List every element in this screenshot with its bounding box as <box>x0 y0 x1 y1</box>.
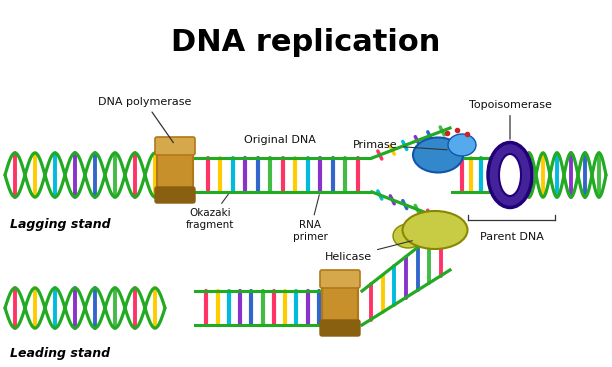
Text: DNA polymerase: DNA polymerase <box>99 97 192 143</box>
FancyBboxPatch shape <box>320 270 360 288</box>
FancyBboxPatch shape <box>157 144 193 192</box>
Ellipse shape <box>413 138 463 172</box>
Text: Primase: Primase <box>353 140 447 150</box>
FancyBboxPatch shape <box>155 137 195 155</box>
Ellipse shape <box>393 224 423 248</box>
Ellipse shape <box>488 142 532 207</box>
FancyBboxPatch shape <box>155 187 195 203</box>
Ellipse shape <box>499 154 521 196</box>
Ellipse shape <box>448 134 476 156</box>
Text: Helicase: Helicase <box>325 241 412 262</box>
Text: DNA replication: DNA replication <box>171 28 441 57</box>
Text: Original DNA: Original DNA <box>244 135 316 145</box>
FancyBboxPatch shape <box>322 277 358 325</box>
Text: RNA
primer: RNA primer <box>293 195 327 242</box>
Text: Topoisomerase: Topoisomerase <box>469 100 551 139</box>
Text: Lagging stand: Lagging stand <box>10 218 110 231</box>
Text: Leading stand: Leading stand <box>10 347 110 360</box>
Text: Parent DNA: Parent DNA <box>480 232 543 242</box>
Ellipse shape <box>403 211 468 249</box>
FancyBboxPatch shape <box>320 320 360 336</box>
Text: Okazaki
fragment: Okazaki fragment <box>186 194 234 230</box>
